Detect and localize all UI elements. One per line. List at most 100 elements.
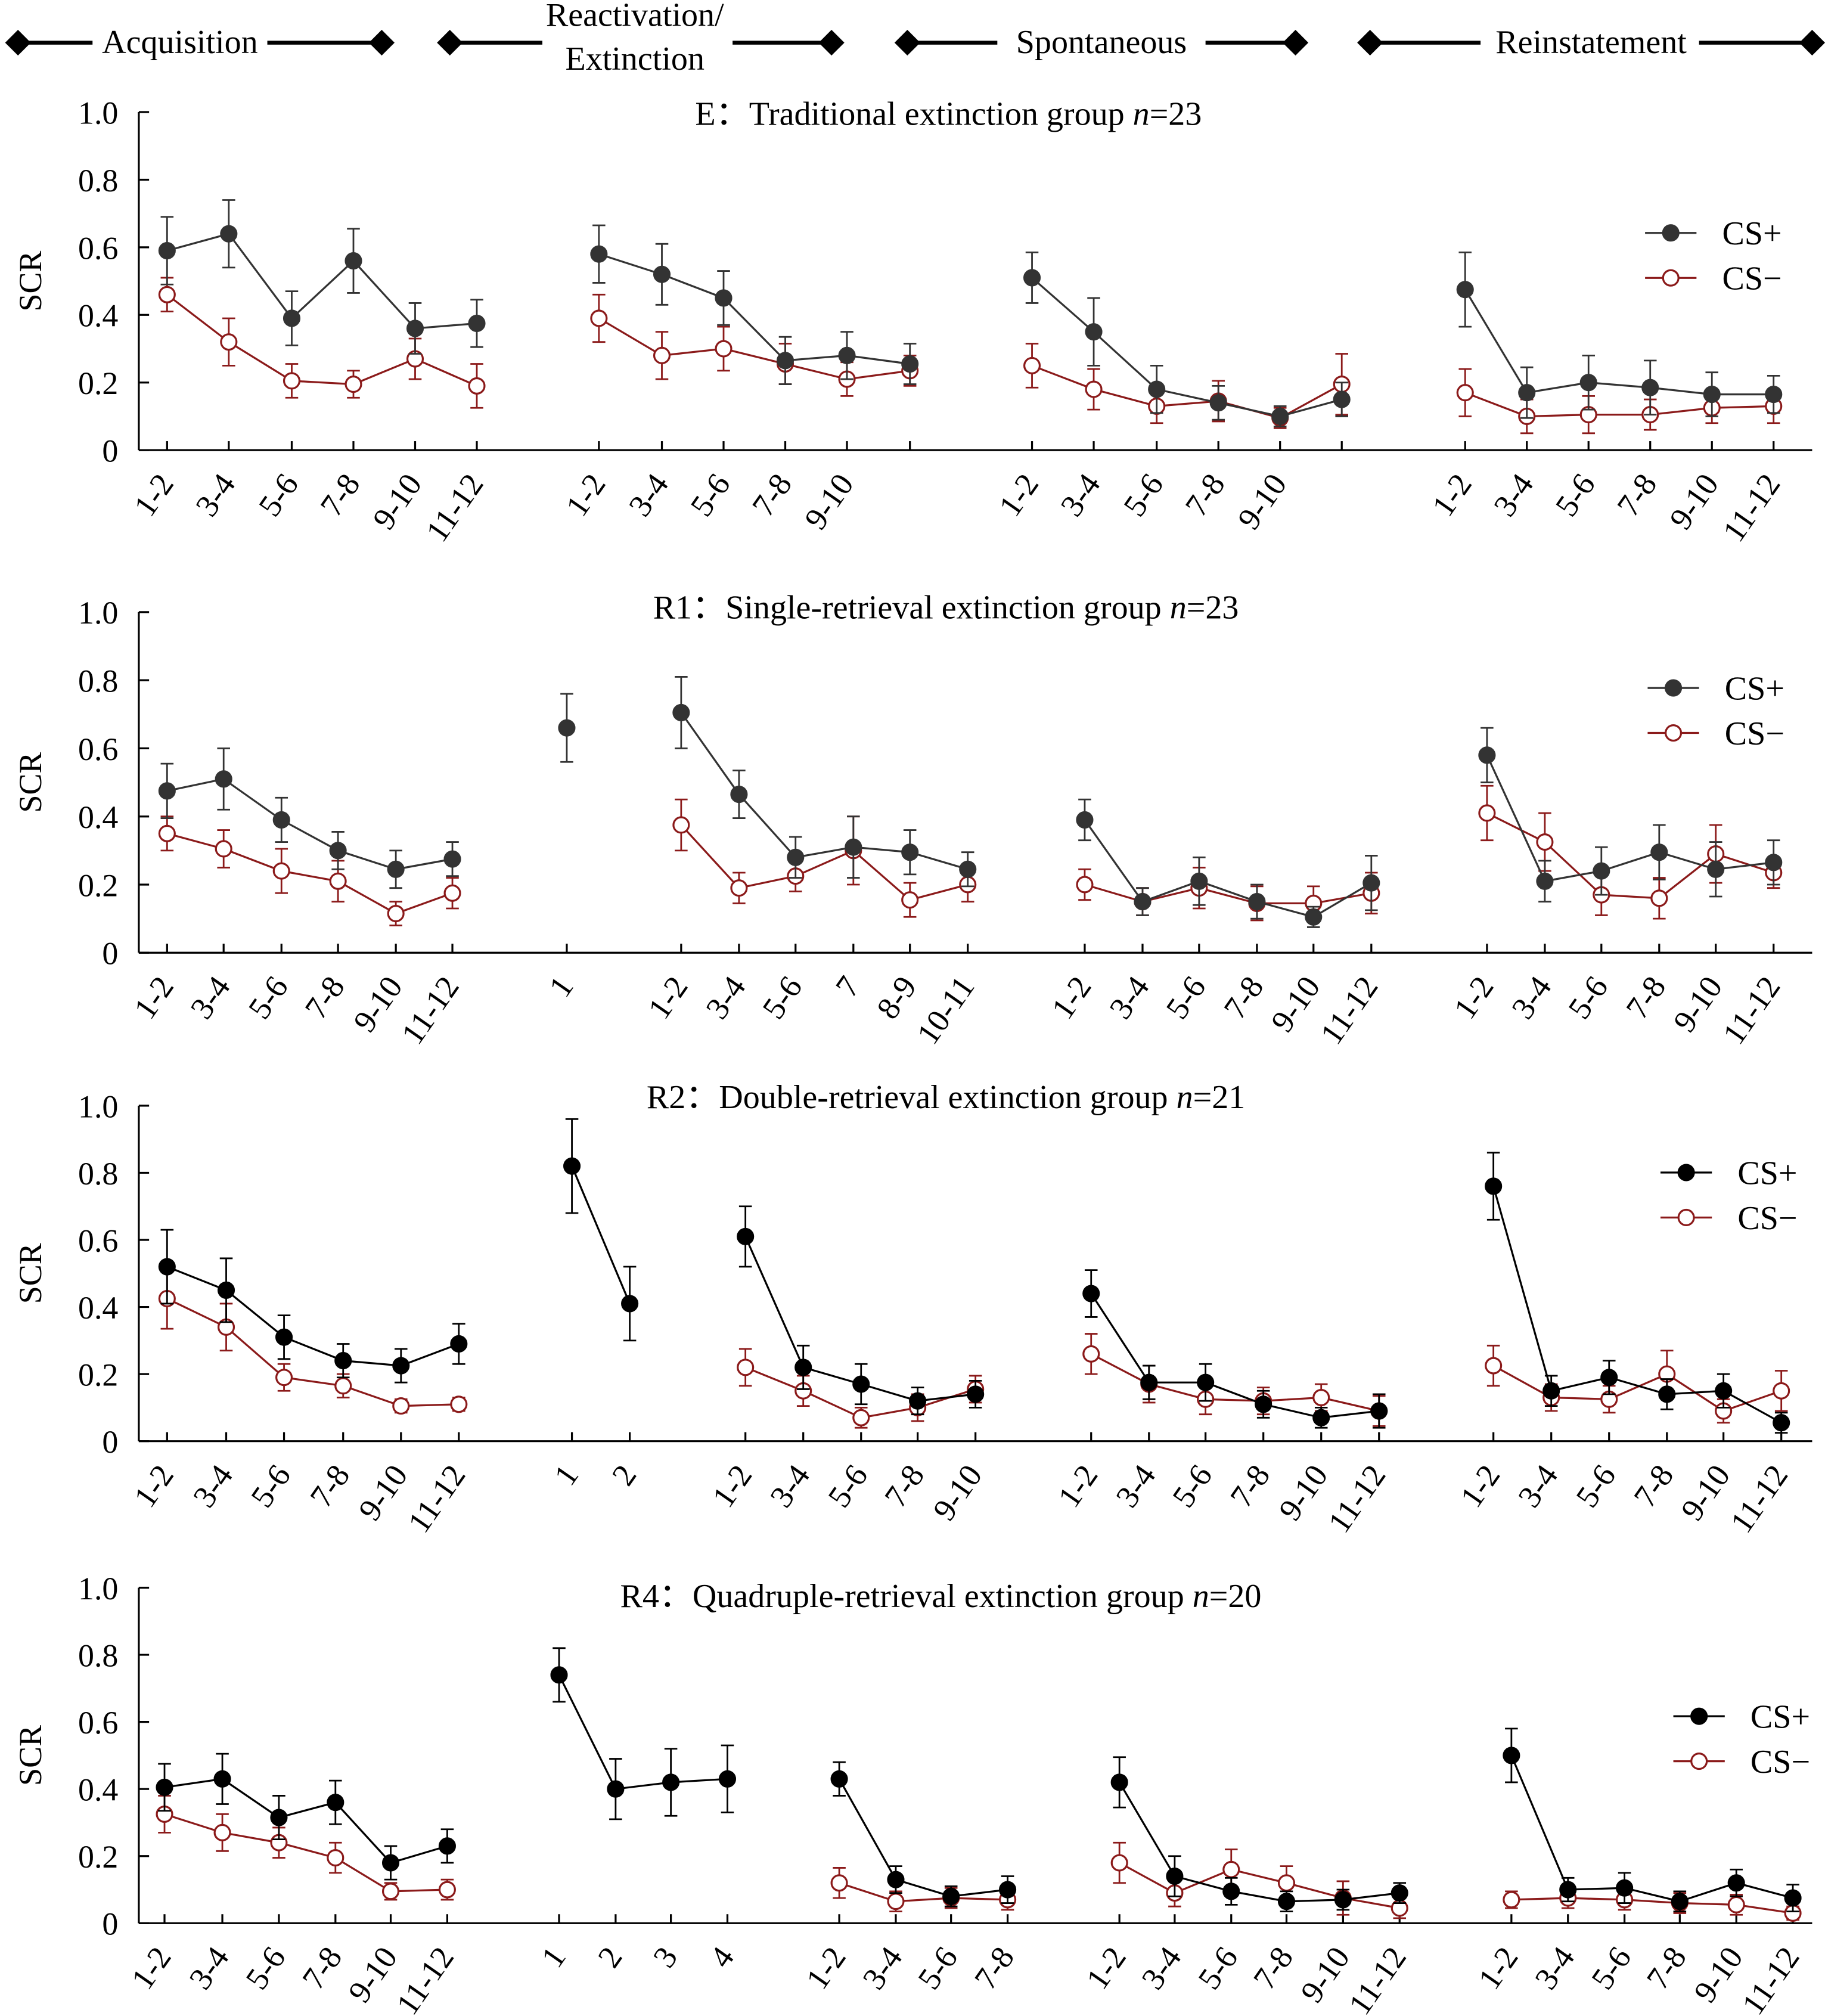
cs-minus-point [272, 862, 290, 880]
cs-minus-point [381, 1882, 400, 1900]
x-tick-label: 11-12 [1715, 467, 1787, 548]
x-tick-label: 11-12 [1715, 970, 1787, 1051]
legend-marker [1677, 1208, 1695, 1227]
x-tick-label: 5-6 [241, 970, 295, 1025]
cs-minus-point [329, 872, 347, 890]
x-tick-label: 9-10 [926, 1458, 989, 1527]
legend-label: CS− [1750, 1744, 1810, 1781]
x-tick-label: 11-12 [389, 1940, 461, 2016]
cs-minus-point [1503, 1891, 1520, 1909]
cs-minus-line [164, 1813, 448, 1893]
phase-label-acquisition: Acquisition [102, 24, 258, 61]
cs-minus-point [1085, 380, 1103, 398]
title-count: =23 [1150, 96, 1202, 133]
cs-plus-point [1518, 384, 1536, 402]
cs-minus-point [1650, 889, 1668, 907]
y-axis-label: SCR [13, 752, 48, 813]
cs-plus-point [450, 1335, 468, 1353]
cs-plus-point [387, 860, 405, 878]
cs-minus-line [1464, 392, 1774, 418]
cs-plus-point [1456, 281, 1474, 299]
cs-minus-line [1119, 1862, 1400, 1909]
x-tick-label: 9-10 [1231, 467, 1294, 536]
cs-minus-point [887, 1893, 905, 1910]
cs-plus-line [164, 1778, 448, 1864]
legend-marker [1662, 224, 1680, 242]
legend-label: CS+ [1722, 215, 1781, 252]
x-tick-label: 7-8 [1640, 1940, 1693, 1996]
y-tick-label: 0.4 [78, 1772, 118, 1808]
cs-minus-line [166, 832, 453, 915]
cs-minus-point [653, 346, 671, 364]
cs-minus-point [715, 340, 733, 358]
cs-minus-point [1110, 1854, 1128, 1872]
x-tick-label: 3-4 [1486, 467, 1540, 523]
phase-label-reactivation: Reactivation/ [546, 0, 724, 34]
cs-plus-point [1305, 908, 1323, 926]
cs-plus-point [653, 265, 671, 283]
panel-2: 0 0.2 0.4 0.6 0.8 1.0 SCR R2：Double-retrieval e… [13, 1079, 1812, 1539]
x-tick-label: 5-6 [244, 1458, 297, 1513]
y-tick-label: 1.0 [78, 1571, 118, 1606]
cs-minus-line [680, 824, 969, 901]
legend-label: CS+ [1750, 1699, 1810, 1736]
cs-plus-point [275, 1328, 293, 1346]
cs-plus-line [1031, 277, 1342, 418]
x-tick-label: 3-4 [1511, 1458, 1565, 1513]
legend-label: CS− [1722, 260, 1781, 297]
diamond-marker [437, 30, 463, 56]
cs-minus-line [1031, 364, 1342, 420]
cs-plus-point [901, 355, 919, 373]
y-tick-label: 1.0 [78, 1088, 118, 1124]
y-axis-label: SCR [13, 1725, 48, 1786]
legend-label: CS+ [1725, 670, 1784, 707]
cs-plus-point [406, 320, 424, 337]
cs-plus-point [468, 314, 486, 333]
phase-2: 1-2 3-4 5-6 7-89-10 [705, 1205, 989, 1527]
cs-minus-point [1773, 1382, 1790, 1400]
cs-minus-point [1312, 1388, 1330, 1407]
x-tick-label: 4 [703, 1940, 741, 1974]
x-tick-label: 1-2 [127, 1458, 181, 1513]
x-tick-label: 7 [828, 970, 867, 1003]
cs-minus-point [1456, 384, 1474, 402]
y-tick-label: 0 [102, 433, 118, 469]
title-n: n [1170, 590, 1187, 626]
cs-plus-point [156, 1778, 173, 1796]
cs-plus-point [1503, 1747, 1520, 1764]
x-tick-label: 1-2 [124, 1940, 178, 1996]
cs-plus-point [1765, 854, 1783, 871]
cs-plus-point [1134, 893, 1152, 911]
cs-plus-point [1110, 1773, 1128, 1791]
cs-plus-point [715, 289, 733, 307]
x-tick-label: 9-10 [797, 467, 861, 536]
cs-minus-line [1084, 883, 1372, 905]
cs-minus-point [450, 1395, 468, 1413]
phase-2: 1-2 3-4 5-6 7-89-10 [992, 251, 1351, 536]
cs-plus-point [1559, 1881, 1577, 1899]
cs-plus-line [1090, 1293, 1379, 1419]
cs-plus-point [1362, 874, 1380, 892]
x-tick-label: 5-6 [1561, 970, 1615, 1025]
x-tick-label: 11-12 [1313, 970, 1385, 1051]
cs-plus-point [438, 1837, 456, 1855]
cs-minus-line [839, 1882, 1008, 1903]
cs-plus-line [1464, 289, 1774, 396]
diamond-marker [1357, 30, 1383, 56]
cs-plus-point [1248, 893, 1266, 911]
cs-plus-point [959, 860, 977, 878]
cs-plus-point [838, 346, 856, 364]
cs-plus-point [1641, 379, 1659, 396]
x-tick-label: 7-8 [745, 467, 799, 523]
phase-1: 1-2 3-4 5-6 7-89-10 [558, 224, 919, 536]
cs-minus-line [166, 1298, 459, 1407]
cs-minus-point [590, 309, 608, 327]
x-tick-label: 5-6 [1165, 1458, 1219, 1513]
cs-plus-point [344, 252, 362, 270]
